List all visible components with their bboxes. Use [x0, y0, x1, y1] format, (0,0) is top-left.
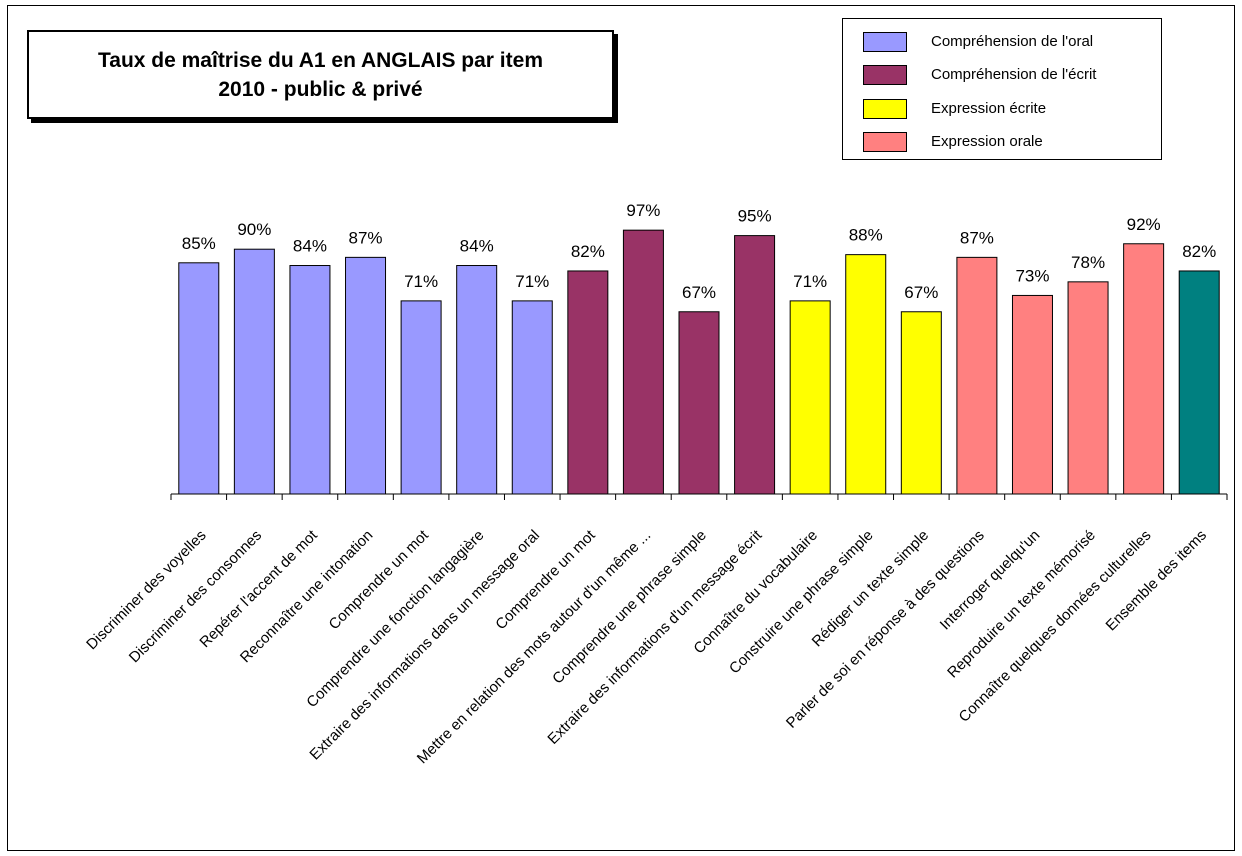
data-label: 85%: [182, 234, 216, 253]
bar: [900, 311, 942, 495]
legend-swatch-comprehension-ecrit: [863, 65, 907, 85]
data-label: 73%: [1015, 266, 1049, 285]
legend-item-expression-orale: Expression orale: [863, 131, 1043, 153]
bar: [233, 248, 275, 495]
chart-title-line-1: Taux de maîtrise du A1 en ANGLAIS par it…: [98, 48, 543, 72]
chart-legend: Compréhension de l'oral Compréhension de…: [842, 18, 1162, 160]
bar: [345, 256, 387, 495]
legend-item-comprehension-oral: Compréhension de l'oral: [863, 31, 1093, 53]
bar: [1067, 281, 1109, 495]
data-label: 84%: [293, 237, 327, 256]
legend-swatch-expression-orale: [863, 132, 907, 152]
category-label: Ensemble des items: [1103, 527, 1211, 635]
bar: [734, 235, 776, 495]
data-label: 95%: [738, 207, 772, 226]
category-label: Comprendre un mot: [326, 526, 433, 633]
bar: [1011, 294, 1053, 495]
data-label: 84%: [460, 237, 494, 256]
bar: [622, 229, 664, 495]
bar: [1178, 270, 1220, 495]
chart-title-line-2: 2010 - public & privé: [218, 77, 423, 101]
data-label: 88%: [849, 226, 883, 245]
category-label: Comprendre un mot: [492, 526, 599, 633]
data-label: 82%: [1182, 242, 1216, 261]
data-label: 71%: [793, 272, 827, 291]
bar: [456, 265, 498, 495]
legend-item-comprehension-ecrit: Compréhension de l'écrit: [863, 64, 1096, 86]
bar: [400, 300, 442, 495]
data-label: 87%: [349, 228, 383, 247]
data-label: 90%: [237, 220, 271, 239]
category-label: Connaître quelques données culturelles: [956, 527, 1155, 726]
data-label: 97%: [626, 201, 660, 220]
data-label: 82%: [571, 242, 605, 261]
legend-item-expression-ecrite: Expression écrite: [863, 98, 1046, 120]
bar: [845, 254, 887, 495]
category-label: Interroger quelqu'un: [937, 527, 1044, 634]
bar: [678, 311, 720, 495]
legend-label-comprehension-oral: Compréhension de l'oral: [931, 33, 1094, 50]
bar: [511, 300, 553, 495]
data-label: 67%: [682, 283, 716, 302]
chart-title: Taux de maîtrise du A1 en ANGLAIS par it…: [27, 30, 614, 119]
legend-label-comprehension-ecrit: Compréhension de l'écrit: [931, 66, 1097, 83]
data-label: 92%: [1127, 215, 1161, 234]
data-label: 71%: [515, 272, 549, 291]
data-label: 78%: [1071, 253, 1105, 272]
bar: [567, 270, 609, 495]
bar: [1123, 243, 1165, 495]
bar: [289, 265, 331, 495]
data-label: 87%: [960, 228, 994, 247]
data-label: 67%: [904, 283, 938, 302]
bar: [178, 262, 220, 495]
legend-label-expression-orale: Expression orale: [931, 133, 1043, 150]
legend-label-expression-ecrite: Expression écrite: [931, 100, 1047, 117]
data-label: 71%: [404, 272, 438, 291]
legend-swatch-expression-ecrite: [863, 99, 907, 119]
bar: [789, 300, 831, 495]
bar: [956, 256, 998, 495]
category-label: Parler de soi en réponse à des questions: [783, 527, 988, 732]
legend-swatch-comprehension-oral: [863, 32, 907, 52]
